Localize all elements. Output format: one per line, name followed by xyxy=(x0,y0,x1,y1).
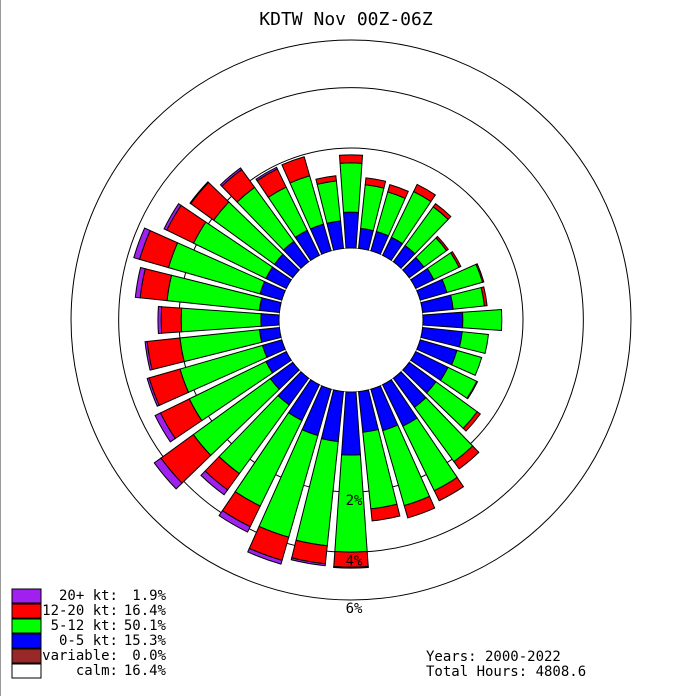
bar-segment xyxy=(146,337,185,371)
bar-segment xyxy=(433,476,465,502)
chart-title: KDTW Nov 00Z-06Z xyxy=(259,9,433,30)
bar-segment xyxy=(462,308,503,332)
bar-segment xyxy=(255,166,278,182)
bar-segment xyxy=(357,227,374,251)
bar-segment xyxy=(450,349,483,376)
bar-segment xyxy=(412,183,437,203)
bar-segment xyxy=(134,266,146,299)
legend-share: 1.9% xyxy=(132,588,166,604)
bar-segment xyxy=(370,503,401,522)
bar-segment xyxy=(462,410,482,432)
legend: 20+ kt: 1.9% 12-20 kt: 16.4% 5-12 kt: 50.1% 0-… xyxy=(11,588,167,679)
bar-segment xyxy=(163,203,182,231)
legend-name: 5-12 kt: xyxy=(51,618,118,634)
bar-segment xyxy=(435,235,449,252)
legend-name: 12-20 kt: xyxy=(42,603,118,619)
bar-segment xyxy=(144,340,153,371)
bar-segment xyxy=(315,175,337,185)
bar-segment xyxy=(342,211,360,249)
calm-circle xyxy=(278,247,424,393)
legend-name: 20+ kt: xyxy=(59,588,118,604)
bar-segment xyxy=(338,154,364,164)
bar-segment xyxy=(146,377,160,407)
bar-segment xyxy=(133,227,151,260)
bar-segment xyxy=(458,331,489,355)
legend-swatch xyxy=(11,618,42,634)
legend-share: 50.1% xyxy=(124,618,167,634)
legend-share: 16.4% xyxy=(124,663,167,679)
legend-name: calm: xyxy=(76,663,118,679)
bar-segment xyxy=(153,457,183,490)
legend-share: 16.4% xyxy=(124,603,167,619)
bar-segment xyxy=(466,380,479,400)
legend-swatch xyxy=(11,648,42,664)
bar-segment xyxy=(281,156,311,184)
bar-segment xyxy=(339,162,363,213)
bar-segment xyxy=(200,470,229,496)
bar-segment xyxy=(387,184,409,199)
bar-segment xyxy=(139,268,173,302)
bar-segment xyxy=(475,263,485,283)
bar-segment xyxy=(422,311,464,329)
legend-swatch xyxy=(11,603,42,619)
bar-segment xyxy=(449,250,462,268)
bar-segment xyxy=(432,202,452,221)
legend-swatch xyxy=(11,588,42,604)
legend-swatch xyxy=(11,663,42,679)
footer-hours: Total Hours: 4808.6 xyxy=(426,664,586,680)
bar-segment xyxy=(218,509,251,533)
bar-segment xyxy=(290,557,326,567)
legend-name: 0-5 kt: xyxy=(59,633,118,649)
bar-segment xyxy=(260,313,280,327)
bar-segment xyxy=(403,495,436,519)
bar-segment xyxy=(341,391,361,456)
legend-swatch xyxy=(11,633,42,649)
legend-name: variable: xyxy=(42,648,118,664)
bar-segment xyxy=(453,445,480,470)
bar-segment xyxy=(364,177,387,189)
ring xyxy=(70,39,632,601)
ring-labels: 2% 4% 6% xyxy=(346,493,363,617)
ring-label: 4% xyxy=(346,553,363,569)
bar-segment xyxy=(189,181,210,205)
bar-segment xyxy=(450,286,485,310)
bar-segment xyxy=(247,547,283,565)
bar-segment xyxy=(258,297,282,314)
legend-share: 0.0% xyxy=(132,648,166,664)
bar-segment xyxy=(154,412,176,443)
bar-segment xyxy=(160,306,183,334)
bar-segment xyxy=(157,305,163,335)
bar-segment xyxy=(258,326,282,343)
ring-label: 2% xyxy=(346,493,363,509)
bar-segment xyxy=(180,307,262,333)
bars xyxy=(133,154,503,569)
bar-segment xyxy=(480,286,488,307)
footer-years: Years: 2000-2022 xyxy=(426,649,561,665)
bar-segment xyxy=(219,167,243,187)
bar-segment xyxy=(333,565,369,569)
legend-share: 15.3% xyxy=(124,633,167,649)
ring-label: 6% xyxy=(346,601,363,617)
